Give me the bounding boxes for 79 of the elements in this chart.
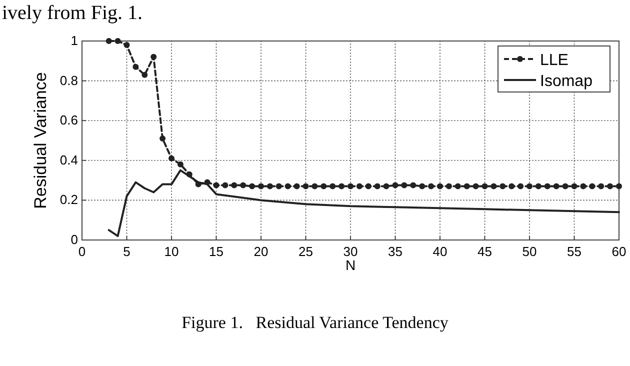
point — [374, 183, 380, 190]
point — [437, 183, 443, 190]
legend-label: LLE — [540, 52, 568, 69]
point — [258, 183, 264, 190]
point — [571, 183, 578, 190]
y-axis-title: Residual Variance — [31, 72, 50, 209]
point — [142, 72, 148, 78]
point — [114, 38, 121, 44]
x-tick-label: 50 — [522, 244, 537, 259]
x-tick-label: 25 — [298, 244, 313, 259]
point — [454, 183, 461, 190]
y-tick-label: 0 — [70, 232, 78, 247]
point — [419, 183, 426, 190]
point — [106, 38, 112, 44]
point — [302, 183, 309, 190]
point — [518, 183, 524, 190]
y-tick-label: 1 — [70, 33, 78, 48]
point — [231, 182, 238, 188]
caption: Figure 1. Residual Variance Tendency — [182, 313, 449, 332]
x-tick-label: 45 — [478, 244, 492, 259]
point — [446, 183, 452, 190]
point — [168, 155, 174, 162]
point — [482, 183, 488, 190]
point — [490, 183, 497, 190]
point — [500, 183, 506, 190]
point — [222, 182, 228, 188]
point — [607, 183, 614, 190]
point — [428, 183, 434, 190]
x-tick-label: 10 — [164, 244, 179, 259]
point — [356, 183, 362, 190]
x-tick-label: 30 — [343, 244, 358, 259]
x-tick-label: 15 — [209, 244, 224, 259]
point — [124, 42, 130, 48]
point — [464, 183, 470, 190]
point — [392, 182, 398, 188]
x-tick-label: 60 — [612, 244, 626, 259]
point — [249, 183, 256, 190]
point — [150, 54, 157, 60]
y-tick-label: 0.8 — [60, 72, 78, 88]
point — [348, 183, 354, 190]
point — [410, 182, 416, 188]
point — [383, 183, 390, 190]
point — [213, 182, 220, 188]
point — [294, 183, 300, 190]
point — [132, 64, 139, 70]
point — [330, 183, 336, 190]
point — [526, 183, 532, 190]
point — [553, 183, 560, 190]
point — [312, 183, 318, 190]
point — [589, 183, 596, 190]
text: ively from Fig. 1. — [2, 2, 143, 24]
point — [598, 183, 604, 190]
point — [562, 183, 568, 190]
point — [160, 136, 166, 142]
point — [616, 183, 622, 190]
point — [544, 183, 550, 190]
point — [320, 183, 327, 190]
point — [472, 183, 479, 190]
y-tick-label: 0.6 — [60, 112, 78, 128]
point — [580, 183, 586, 190]
y-tick-label: 0.4 — [60, 152, 78, 168]
x-tick-label: 40 — [432, 244, 448, 259]
x-tick-label: 35 — [388, 244, 402, 259]
point — [365, 183, 372, 190]
y-tick-label: 0.2 — [60, 192, 78, 208]
point — [240, 182, 246, 188]
point — [535, 183, 542, 190]
point — [276, 183, 282, 190]
x-tick-label: 5 — [123, 244, 130, 259]
point — [284, 183, 291, 190]
point — [266, 183, 273, 190]
x-tick-label: 20 — [254, 244, 268, 259]
x-tick-label: 55 — [567, 244, 582, 259]
point — [401, 182, 408, 188]
legend-label: Isomap — [540, 73, 593, 90]
x-axis-title: N — [345, 257, 356, 273]
point — [338, 183, 345, 190]
point — [177, 161, 184, 168]
point — [508, 183, 515, 190]
